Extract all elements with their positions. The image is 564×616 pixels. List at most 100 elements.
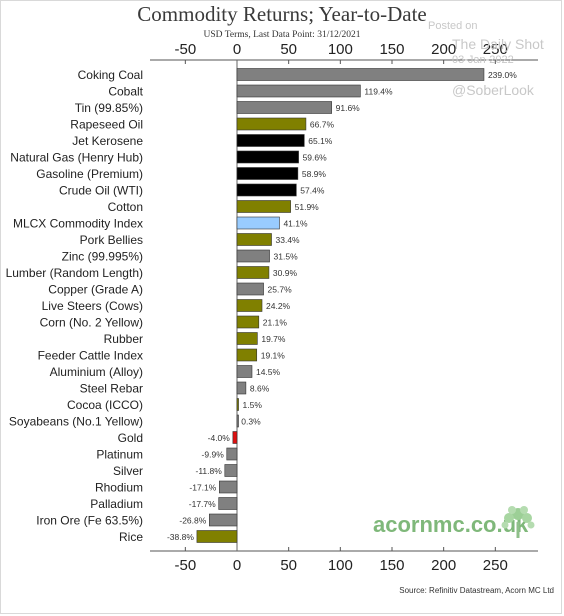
- bar: [196, 530, 238, 543]
- data-label: -4.0%: [208, 433, 231, 443]
- x-tick-label-bottom: 200: [431, 557, 456, 574]
- data-label: 25.7%: [268, 285, 293, 295]
- x-tick-label-top: -50: [174, 41, 196, 58]
- category-label: Cocoa (ICCO): [67, 398, 143, 412]
- data-label: 119.4%: [364, 87, 393, 97]
- data-label: 21.1%: [263, 318, 288, 328]
- bar: [236, 167, 299, 180]
- category-label: Aluminium (Alloy): [50, 365, 143, 379]
- category-label: Copper (Grade A): [48, 283, 143, 297]
- bar: [236, 68, 485, 81]
- category-label: Platinum: [96, 448, 143, 462]
- data-label: 19.7%: [261, 334, 286, 344]
- bar: [236, 249, 270, 263]
- data-label: -9.9%: [202, 450, 225, 460]
- x-tick-label-top: 250: [483, 41, 508, 58]
- bar: [218, 497, 238, 510]
- data-label: 8.6%: [250, 384, 270, 394]
- category-label: Cobalt: [108, 85, 143, 99]
- watermark-date: 03-Jan-2022: [452, 54, 514, 66]
- category-label: Rhodium: [95, 481, 143, 495]
- bar: [236, 381, 247, 395]
- category-label: MLCX Commodity Index: [13, 217, 143, 231]
- data-label: 14.5%: [256, 367, 281, 377]
- tree-logo-icon: [501, 506, 535, 538]
- bar: [219, 480, 238, 494]
- category-label: Live Steers (Cows): [42, 299, 143, 313]
- watermark-handle: @SoberLook: [452, 82, 534, 98]
- category-label: Gasoline (Premium): [36, 167, 143, 181]
- bar: [236, 150, 299, 164]
- data-label: -17.7%: [189, 499, 216, 509]
- data-label: 19.1%: [261, 351, 286, 361]
- bar: [236, 183, 297, 197]
- chart-subtitle: USD Terms, Last Data Point: 31/12/2021: [203, 30, 361, 40]
- x-tick-label-bottom: 250: [483, 557, 508, 574]
- x-tick-label-top: 50: [280, 41, 297, 58]
- category-label: Iron Ore (Fe 63.5%): [36, 514, 143, 528]
- data-label: 239.0%: [488, 70, 517, 80]
- data-label: 58.9%: [302, 169, 327, 179]
- category-label: Tin (99.85%): [75, 101, 143, 115]
- bar: [236, 315, 260, 329]
- category-label: Gold: [118, 431, 143, 445]
- watermark-site: The Daily Shot: [452, 36, 544, 52]
- category-label: Pork Bellies: [80, 233, 143, 247]
- x-tick-label-bottom: -50: [174, 557, 196, 574]
- bar: [224, 464, 238, 477]
- data-label: -38.8%: [167, 532, 194, 542]
- x-tick-label-top: 150: [379, 41, 404, 58]
- bar: [236, 117, 307, 131]
- category-label: Lumber (Random Length): [6, 266, 143, 280]
- category-label: Steel Rebar: [80, 382, 143, 396]
- bar: [236, 216, 280, 230]
- bar: [236, 348, 258, 362]
- data-label: 24.2%: [266, 301, 291, 311]
- category-label: Silver: [113, 464, 143, 478]
- bar: [236, 200, 291, 213]
- data-label: 41.1%: [283, 219, 308, 229]
- category-label: Corn (No. 2 Yellow): [40, 316, 143, 330]
- category-label: Feeder Cattle Index: [38, 349, 143, 363]
- x-tick-label-top: 200: [431, 41, 456, 58]
- x-tick-label-bottom: 50: [280, 557, 297, 574]
- chart-title: Commodity Returns; Year-to-Date: [137, 2, 427, 26]
- bar: [236, 134, 305, 147]
- category-label: Natural Gas (Henry Hub): [10, 151, 143, 165]
- x-tick-label-top: 0: [233, 41, 241, 58]
- x-tick-label-bottom: 100: [328, 557, 353, 574]
- source-note: Source: Refinitiv Datastream, Acorn MC L…: [399, 586, 554, 595]
- data-label: 91.6%: [336, 103, 361, 113]
- data-label: 0.3%: [241, 417, 261, 427]
- bar: [236, 84, 361, 98]
- bar: [236, 414, 239, 428]
- bar: [232, 431, 238, 444]
- bar: [236, 266, 270, 279]
- category-label: Coking Coal: [78, 68, 143, 82]
- bar: [236, 398, 239, 411]
- bar: [236, 233, 272, 246]
- category-label: Crude Oil (WTI): [59, 184, 143, 198]
- data-label: 30.9%: [273, 268, 298, 278]
- bar: [226, 447, 238, 461]
- category-label: Cotton: [108, 200, 143, 214]
- category-label: Jet Kerosene: [72, 134, 143, 148]
- data-label: 31.5%: [274, 252, 299, 262]
- x-tick-label-top: 100: [328, 41, 353, 58]
- category-label: Rapeseed Oil: [70, 118, 143, 132]
- category-label: Soyabeans (No.1 Yellow): [9, 415, 143, 429]
- category-label: Palladium: [90, 497, 143, 511]
- bar: [236, 332, 258, 345]
- bar: [236, 299, 263, 312]
- category-label: Zinc (99.995%): [62, 250, 143, 264]
- data-label: 1.5%: [243, 400, 263, 410]
- watermark-posted: Posted on: [428, 20, 478, 32]
- data-label: 59.6%: [303, 153, 328, 163]
- bar: [209, 513, 238, 527]
- data-label: -11.8%: [195, 466, 222, 476]
- x-tick-label-bottom: 150: [379, 557, 404, 574]
- data-label: -26.8%: [179, 516, 206, 526]
- bar: [236, 365, 253, 378]
